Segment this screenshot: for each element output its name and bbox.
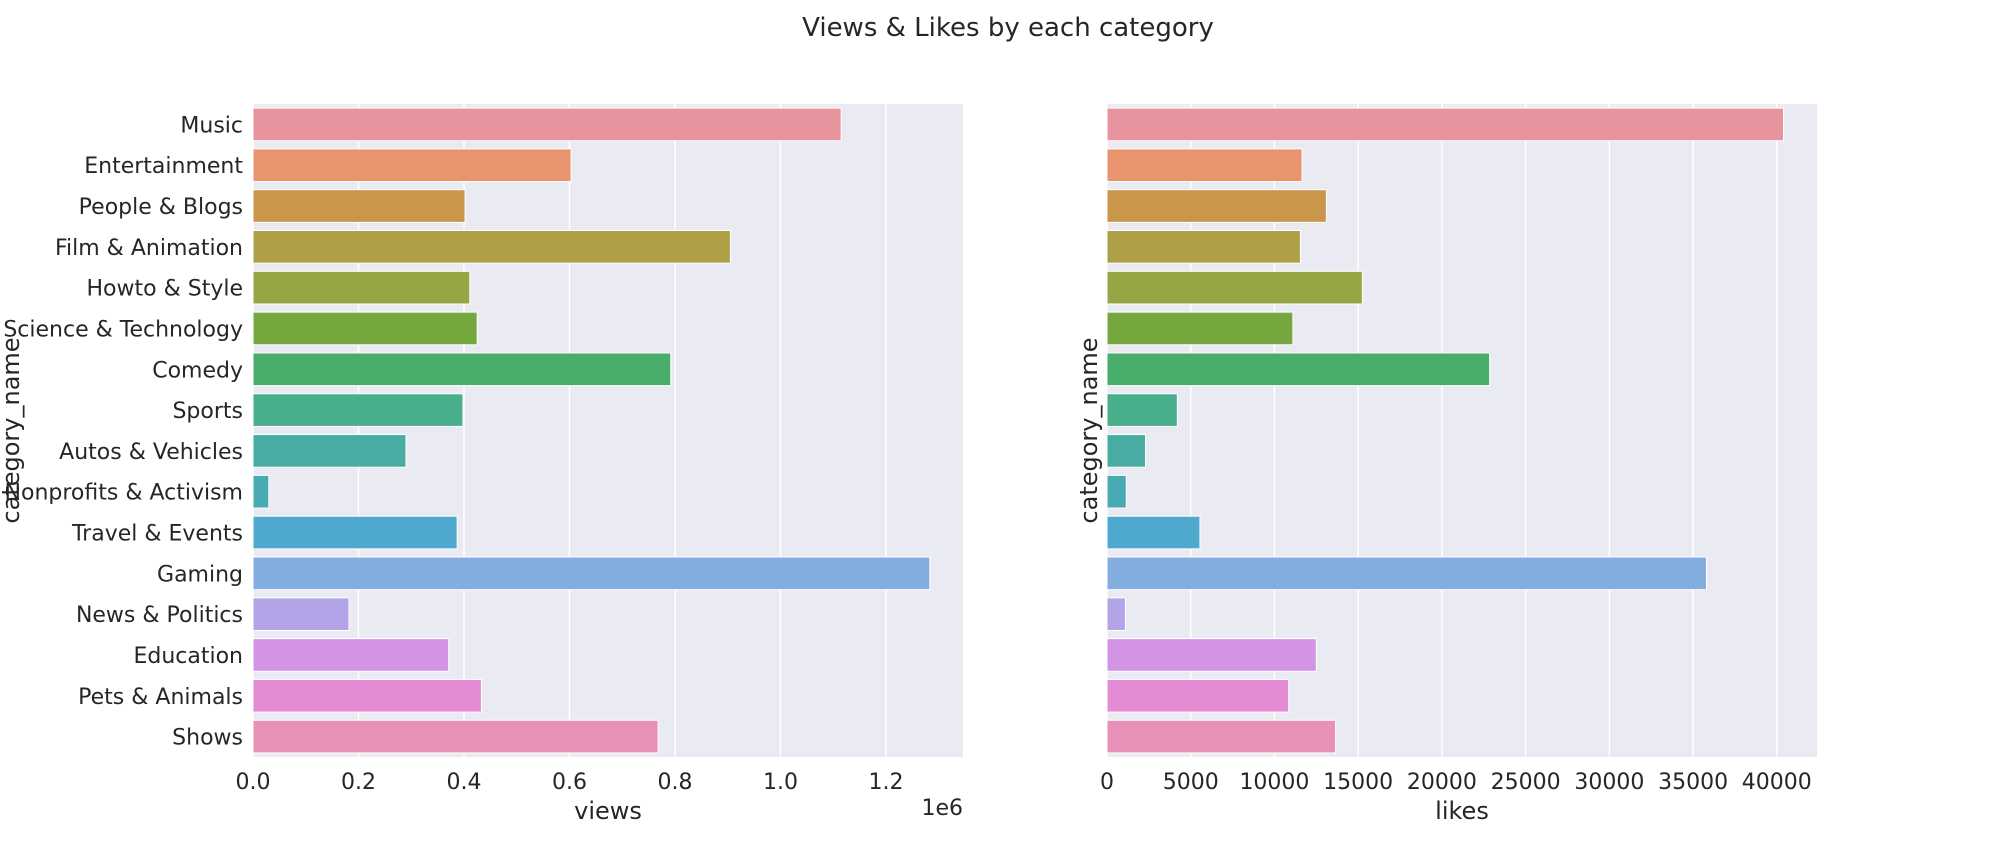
bar	[1106, 434, 1147, 468]
x-tick-label: 1.0	[763, 770, 798, 795]
bar	[252, 270, 471, 305]
bar	[1106, 597, 1126, 631]
bar	[1106, 638, 1317, 672]
bar	[252, 189, 466, 223]
bar	[252, 434, 407, 468]
bar	[1106, 107, 1785, 142]
y-tick-label: Music	[180, 113, 243, 138]
bar	[1106, 556, 1707, 591]
y-tick-label: Shows	[172, 726, 243, 751]
bar	[1106, 189, 1327, 223]
x-tick-label: 40000	[1742, 770, 1812, 795]
bar	[252, 148, 572, 183]
x-tick-label: 25000	[1491, 770, 1561, 795]
bar	[252, 719, 659, 754]
x-axis-label: views	[574, 797, 642, 825]
y-tick-label: News & Politics	[76, 603, 243, 628]
x-tick-label: 15000	[1323, 770, 1393, 795]
bar	[1106, 270, 1363, 305]
x-tick-label: 0.8	[657, 770, 692, 795]
views-panel: 0.0 0.2 0.4 0.6 0.8 1.0 1.2 Music Entertainment P…	[0, 104, 963, 825]
x-tick-label: 0.6	[552, 770, 587, 795]
bar	[1106, 311, 1294, 346]
y-axis-label: category_name	[0, 337, 25, 523]
bar	[252, 556, 931, 591]
bar	[252, 638, 450, 672]
axis-offset-text: 1e6	[921, 796, 963, 821]
bar	[252, 352, 672, 387]
x-tick-label: 10000	[1239, 770, 1309, 795]
bar	[1106, 148, 1303, 183]
y-tick-label: Autos & Vehicles	[59, 440, 243, 465]
x-tick-label: 1.2	[868, 770, 903, 795]
bar	[1106, 230, 1301, 264]
chart-title: Views & Likes by each category	[802, 13, 1214, 43]
bar	[1106, 393, 1178, 427]
y-tick-label: Nonprofits & Activism	[5, 481, 243, 506]
x-tick-label: 35000	[1658, 770, 1728, 795]
x-tick-label: 0	[1100, 770, 1114, 795]
likes-panel: 0 5000 10000 15000 20000 25000 30000 35000 40000…	[1075, 104, 1817, 825]
bar	[252, 474, 270, 509]
bar	[252, 107, 842, 142]
x-tick-label: 0.0	[236, 770, 271, 795]
bar	[252, 393, 464, 427]
x-tick-label: 5000	[1163, 770, 1219, 795]
y-axis-label: category_name	[1075, 337, 1103, 523]
bar	[1106, 352, 1491, 387]
bar	[252, 678, 482, 713]
bar	[252, 515, 458, 550]
y-tick-label: Pets & Animals	[78, 685, 243, 710]
x-axis-label: likes	[1435, 797, 1489, 825]
y-tick-label: Education	[133, 644, 243, 669]
y-tick-label: Gaming	[157, 562, 243, 587]
y-tick-label: Sports	[172, 399, 243, 424]
bar	[252, 597, 350, 631]
y-tick-label: Entertainment	[84, 154, 243, 179]
bar	[1106, 515, 1201, 550]
x-tick-label: 0.2	[341, 770, 376, 795]
y-tick-label: Howto & Style	[87, 277, 243, 302]
x-tick-label: 20000	[1407, 770, 1477, 795]
bar	[1106, 474, 1127, 509]
x-tick-label: 0.4	[446, 770, 481, 795]
y-tick-label: People & Blogs	[79, 195, 243, 220]
bar	[252, 230, 731, 264]
x-tick-label: 30000	[1574, 770, 1644, 795]
bar	[1106, 719, 1337, 754]
y-tick-label: Travel & Events	[71, 522, 243, 547]
y-tick-label: Science & Technology	[3, 317, 243, 342]
bar	[252, 311, 478, 346]
y-tick-label: Comedy	[152, 358, 243, 383]
y-tick-label: Film & Animation	[55, 236, 243, 261]
bar	[1106, 678, 1290, 713]
